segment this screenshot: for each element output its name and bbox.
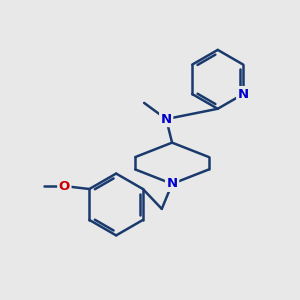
Text: O: O [59, 180, 70, 193]
Text: N: N [160, 112, 172, 126]
Text: N: N [238, 88, 249, 100]
Text: N: N [167, 177, 178, 190]
